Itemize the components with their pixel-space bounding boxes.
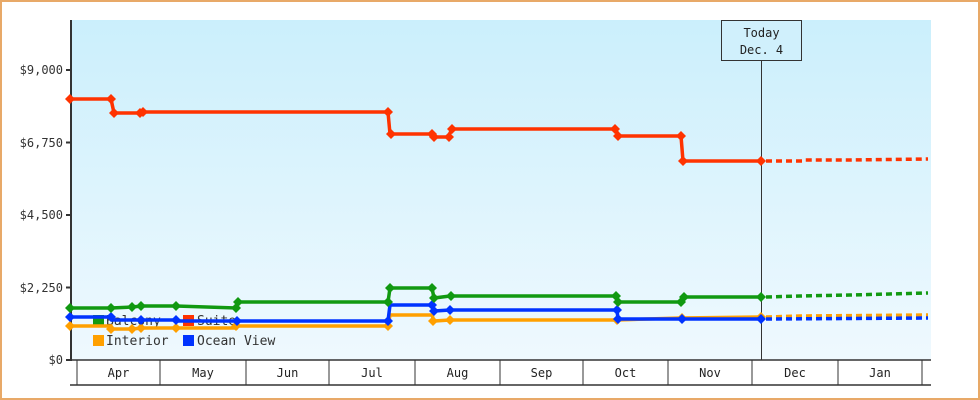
plot-area (71, 20, 931, 360)
x-month-label: Jul (361, 366, 383, 380)
legend-label-ocean-view: Ocean View (197, 334, 275, 349)
x-month-label: Apr (108, 366, 130, 380)
x-month-label: May (192, 366, 214, 380)
y-tick-label: $9,000 (20, 63, 63, 77)
today-box (721, 20, 802, 61)
y-ticks (66, 69, 71, 361)
x-month-label: Dec (784, 366, 806, 380)
x-month-label: Jun (277, 366, 299, 380)
x-axis-months (70, 359, 931, 386)
series-ocean-view (65, 300, 929, 326)
legend-swatch-interior (93, 335, 104, 346)
legend-swatch-balcony (93, 315, 104, 326)
x-month-label: Sep (531, 366, 553, 380)
x-month-label: Oct (615, 366, 637, 380)
y-tick-label: $2,250 (20, 281, 63, 295)
y-tick-label: $6,750 (20, 136, 63, 150)
x-month-label: Jan (869, 366, 891, 380)
legend-label-interior: Interior (106, 334, 169, 349)
y-tick-label: $0 (49, 353, 63, 367)
legend-swatch-ocean-view (183, 335, 194, 346)
series-suite (65, 94, 929, 166)
x-month-label: Nov (699, 366, 721, 380)
today-label: Today (743, 26, 779, 40)
x-month-label: Aug (447, 366, 469, 380)
today-date-label: Dec. 4 (740, 43, 783, 57)
y-tick-label: $4,500 (20, 208, 63, 222)
series-balcony (65, 283, 929, 313)
